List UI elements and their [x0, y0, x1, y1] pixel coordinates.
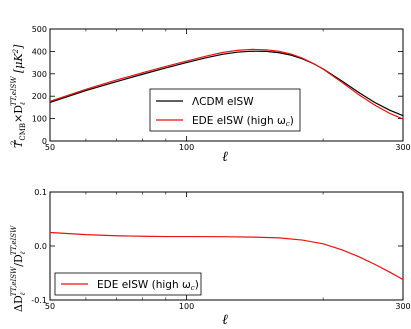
ylabel-bottom: ΔDℓTT,eISW/DℓTT,eISW — [10, 225, 27, 312]
y-tick-label: -0.1 — [31, 296, 47, 305]
y-tick-label: 0.0 — [34, 242, 47, 251]
ylabel-top: TCMB2 ×DℓTT,eISW [μK2] — [10, 44, 27, 148]
lines-bottom — [49, 231, 404, 281]
legend-bottom: EDE eISW (high ωc) — [54, 272, 202, 296]
legend-box-top — [149, 88, 301, 132]
legend-box-bottom — [54, 272, 202, 296]
svg-text:TCMB2 ×DℓTT,eISW [μK2]: TCMB2 ×DℓTT,eISW [μK2] — [10, 44, 27, 148]
legend-top: ΛCDM eISW EDE eISW (high ωc) — [149, 88, 301, 132]
ticks-bottom: 50 100 300 -0.1 0.0 0.1 — [31, 188, 410, 311]
legend-label-lcdm: ΛCDM eISW — [192, 96, 254, 108]
x-tick-label: 50 — [45, 302, 55, 311]
x-tick-label: 100 — [179, 143, 194, 152]
y-tick-label: 300 — [32, 70, 47, 79]
y-tick-label: 100 — [32, 115, 47, 124]
legend-label-ede-bottom: EDE eISW (high ωc) — [97, 279, 199, 292]
lines-top — [49, 48, 404, 120]
y-tick-label: 500 — [32, 25, 47, 34]
series-line-0 — [49, 231, 404, 281]
panel-top: 50 100 300 0 100 200 300 400 500 ΛCDM eISW EDE e… — [10, 25, 411, 165]
svg-text:ΔDℓTT,eISW/DℓTT,eISW: ΔDℓTT,eISW/DℓTT,eISW — [10, 225, 27, 312]
series-line-0 — [49, 50, 404, 117]
y-tick-label: 0.1 — [34, 188, 47, 197]
y-tick-label: 0 — [42, 137, 47, 146]
panel-bottom: 50 100 300-0.10.00.1 EDE eISW (high ωc) ℓ … — [10, 188, 411, 328]
y-tick-label: 200 — [32, 92, 47, 101]
series-line-1 — [49, 48, 404, 120]
ticks-top: 50 100 300 0 100 200 300 400 500 — [32, 25, 411, 152]
plot-frame-top — [49, 28, 404, 142]
x-tick-label: 100 — [179, 302, 194, 311]
x-tick-label: 300 — [395, 302, 410, 311]
legend-label-ede: EDE eISW (high ωc) — [192, 115, 294, 128]
y-tick-label: 400 — [32, 47, 47, 56]
xlabel-bottom: ℓ — [222, 312, 228, 328]
xlabel-top: ℓ — [222, 149, 228, 165]
x-tick-label: 300 — [395, 143, 410, 152]
x-tick-label: 50 — [45, 143, 55, 152]
